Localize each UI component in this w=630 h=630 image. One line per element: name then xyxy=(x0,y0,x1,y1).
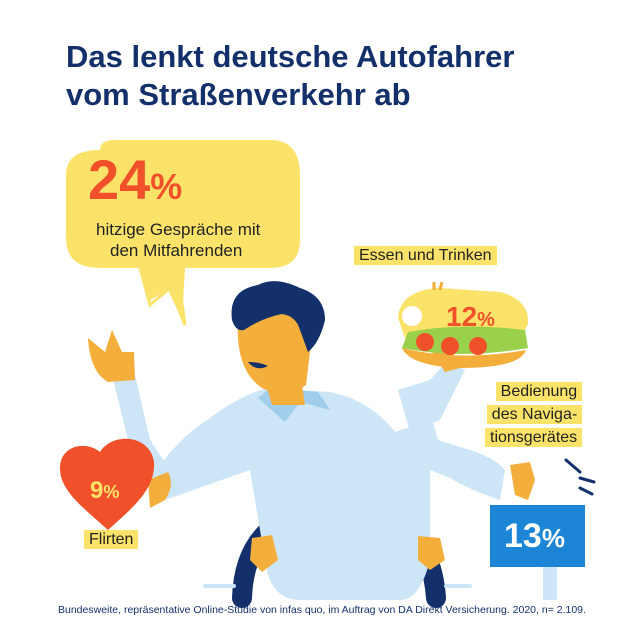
label-line: tionsgerätes xyxy=(485,428,583,447)
value-unit: % xyxy=(541,523,565,553)
speech-bubble-shape xyxy=(66,140,300,320)
sandwich-icon xyxy=(398,281,529,368)
label-flirten: Flirten xyxy=(84,530,139,550)
label-line: Flirten xyxy=(84,530,139,549)
head xyxy=(237,304,312,394)
footnote: Bundesweite, repräsentative Online-Studi… xyxy=(58,604,586,616)
hair xyxy=(231,281,325,352)
value-flirten: 9% xyxy=(90,478,119,505)
label-line: den Mitfahrenden xyxy=(110,241,243,260)
navigation-sign-icon xyxy=(490,458,596,600)
value-navi: 13% xyxy=(504,517,565,557)
label-line: hitzige Gespräche mit xyxy=(96,220,261,239)
value-unit: % xyxy=(477,309,495,331)
mouth xyxy=(248,362,268,369)
speech-bubble xyxy=(66,140,300,326)
shirt xyxy=(150,388,505,600)
label-line: Bedienung xyxy=(495,382,583,401)
value-unit: % xyxy=(103,482,120,502)
value-number: 13 xyxy=(504,517,542,555)
label-essen: Essen und Trinken xyxy=(354,246,497,266)
label-gespraeche: hitzige Gespräche mit den Mitfahrenden xyxy=(96,219,260,261)
wheel-hand-left xyxy=(250,535,278,572)
label-navi: Bedienung des Naviga- tionsgerätes xyxy=(485,380,583,449)
value-gespraeche: 24% xyxy=(88,150,182,217)
value-number: 12 xyxy=(446,301,478,332)
heart-icon xyxy=(60,438,155,530)
driver-figure xyxy=(88,281,535,600)
value-number: 9 xyxy=(90,477,104,504)
flirt-hand xyxy=(148,472,171,508)
value-number: 24 xyxy=(88,148,151,211)
left-hand xyxy=(88,330,135,382)
upper-right-arm xyxy=(398,360,465,432)
label-line: des Naviga- xyxy=(486,405,583,424)
title-line-2: vom Straßenverkehr ab xyxy=(66,77,411,112)
lightning-icon xyxy=(138,267,187,326)
title-line-1: Das lenkt deutsche Autofahrer xyxy=(66,39,515,74)
wheel-hand-right xyxy=(418,536,445,570)
value-unit: % xyxy=(150,166,183,207)
navi-hand xyxy=(510,462,535,500)
label-line: Essen und Trinken xyxy=(354,246,497,265)
page-title: Das lenkt deutsche Autofahrer vom Straße… xyxy=(66,38,606,114)
value-essen: 12% xyxy=(446,302,495,335)
left-arm xyxy=(112,375,170,500)
